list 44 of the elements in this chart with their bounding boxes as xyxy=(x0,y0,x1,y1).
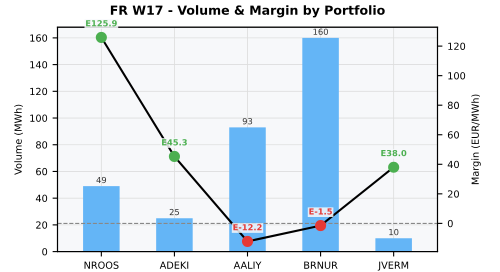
bar xyxy=(156,218,193,252)
y2-axis-title: Margin (EUR/MWh) xyxy=(471,94,481,184)
y-tick-label: 120 xyxy=(30,88,48,96)
y2-tick-label: 20 xyxy=(448,190,459,198)
data-label: 25 xyxy=(170,208,179,216)
y-tick-label: 100 xyxy=(30,114,48,122)
x-tick-label: NROOS xyxy=(84,261,119,269)
y2-tick-label: 60 xyxy=(448,131,459,139)
y2-tick-label: 120 xyxy=(448,42,466,50)
x-tick-label: BRNUR xyxy=(304,262,338,269)
x-tick-label: JVERM xyxy=(378,262,408,271)
data-label: E-12.2 xyxy=(233,224,262,230)
y-tick-label: 40 xyxy=(36,194,48,202)
point xyxy=(242,236,254,247)
bar xyxy=(83,186,120,252)
data-label: E45.3 xyxy=(162,139,187,146)
x-tick-label: AALIY xyxy=(234,262,262,269)
y-tick-label: 60 xyxy=(36,168,48,176)
y2-tick-label: 40 xyxy=(448,160,459,168)
point xyxy=(168,150,180,162)
point xyxy=(388,162,400,173)
data-label: E38.0 xyxy=(381,150,406,156)
y-tick-label: 20 xyxy=(36,221,48,229)
data-label: E-1.5 xyxy=(309,208,332,215)
y-tick-label: 80 xyxy=(36,141,48,149)
bar xyxy=(229,127,266,252)
x-tick-label: ADEKI xyxy=(160,262,188,269)
y-tick-label: 0 xyxy=(42,248,48,256)
bar xyxy=(302,38,339,252)
y-tick-label: 140 xyxy=(30,61,48,68)
data-label: 49 xyxy=(96,176,106,184)
bar xyxy=(375,238,412,252)
y-tick-label: 160 xyxy=(30,34,48,42)
data-label: E125.9 xyxy=(86,20,117,26)
y2-tick-label: 80 xyxy=(448,102,459,110)
data-label: 93 xyxy=(242,118,252,124)
data-label: 160 xyxy=(314,28,328,35)
y2-tick-label: 0 xyxy=(448,220,453,228)
chart-title: FR W17 - Volume & Margin by Portfolio xyxy=(110,5,385,18)
point xyxy=(315,220,326,232)
y2-tick-label: 100 xyxy=(448,72,466,80)
data-label: 10 xyxy=(389,228,398,236)
y-axis-title: Volume (MWh) xyxy=(14,104,23,175)
point xyxy=(96,32,107,43)
